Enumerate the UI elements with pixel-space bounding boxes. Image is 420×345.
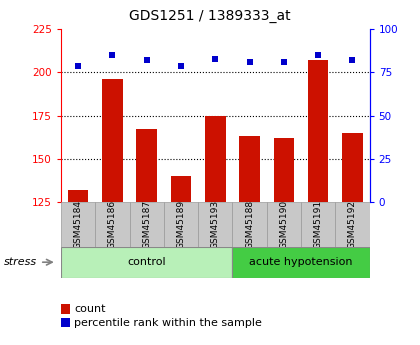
Text: GDS1251 / 1389333_at: GDS1251 / 1389333_at bbox=[129, 9, 291, 23]
Text: control: control bbox=[127, 257, 166, 267]
Point bbox=[75, 63, 81, 68]
Bar bbox=[129, 202, 164, 247]
Bar bbox=[136, 129, 157, 202]
Text: GSM45190: GSM45190 bbox=[279, 200, 289, 249]
Point bbox=[109, 52, 116, 58]
Bar bbox=[267, 202, 301, 247]
Bar bbox=[232, 247, 370, 278]
Text: GSM45186: GSM45186 bbox=[108, 200, 117, 249]
Bar bbox=[239, 136, 260, 202]
Point bbox=[143, 58, 150, 63]
Point bbox=[349, 58, 356, 63]
Bar bbox=[95, 202, 129, 247]
Bar bbox=[205, 116, 226, 202]
Text: GSM45187: GSM45187 bbox=[142, 200, 151, 249]
Bar bbox=[198, 202, 232, 247]
Bar bbox=[335, 202, 370, 247]
Bar bbox=[232, 202, 267, 247]
Bar bbox=[68, 190, 88, 202]
Text: count: count bbox=[74, 304, 106, 314]
Point bbox=[212, 56, 219, 61]
Text: acute hypotension: acute hypotension bbox=[249, 257, 353, 267]
Bar bbox=[273, 138, 294, 202]
Bar bbox=[308, 60, 328, 202]
Bar bbox=[102, 79, 123, 202]
Text: GSM45191: GSM45191 bbox=[314, 200, 323, 249]
Point bbox=[281, 59, 287, 65]
Text: GSM45189: GSM45189 bbox=[176, 200, 186, 249]
Point bbox=[246, 59, 253, 65]
Bar bbox=[171, 176, 191, 202]
Text: GSM45193: GSM45193 bbox=[211, 200, 220, 249]
Bar bbox=[342, 133, 363, 202]
Bar bbox=[61, 202, 95, 247]
Bar bbox=[164, 202, 198, 247]
Text: stress: stress bbox=[4, 257, 37, 267]
Bar bbox=[301, 202, 335, 247]
Text: GSM45192: GSM45192 bbox=[348, 200, 357, 249]
Point bbox=[315, 52, 322, 58]
Text: percentile rank within the sample: percentile rank within the sample bbox=[74, 318, 262, 327]
Text: GSM45188: GSM45188 bbox=[245, 200, 254, 249]
Bar bbox=[61, 247, 232, 278]
Text: GSM45184: GSM45184 bbox=[74, 200, 83, 249]
Point bbox=[178, 63, 184, 68]
